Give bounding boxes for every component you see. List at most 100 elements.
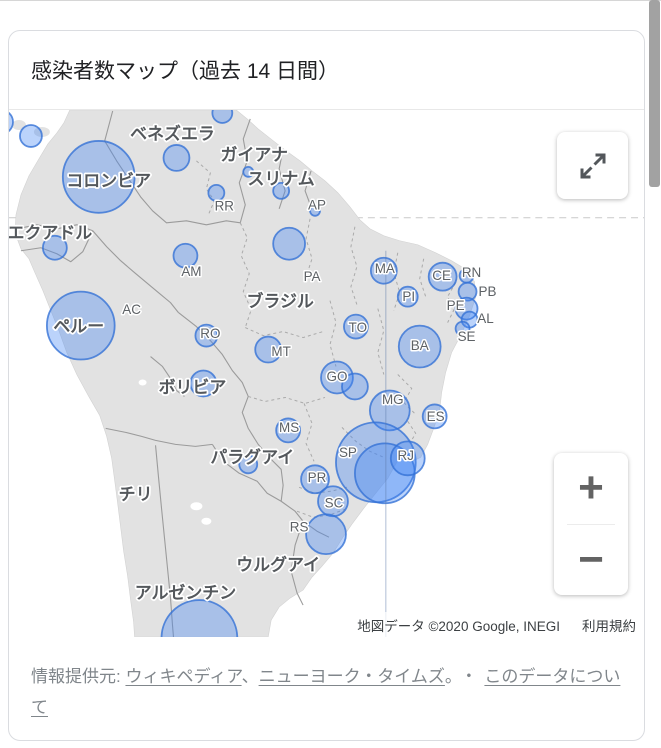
country-label: ブラジル [246,291,313,311]
infection-map-card: 感染者数マップ（過去 14 日間） [8,30,645,741]
state-label: MG [382,392,404,407]
state-label: SP [339,445,357,460]
infection-bubble [309,204,321,217]
infection-bubble [194,323,219,348]
state-label: RS [290,520,309,535]
dot-separator: ・ [460,667,478,686]
state-label: MT [271,344,290,359]
infection-bubble [272,226,306,261]
bubbles-group [9,110,479,637]
infection-bubble [172,242,199,269]
state-label: PE [447,298,465,313]
state-label: GO [327,369,348,384]
separator: 。 [444,667,454,686]
infection-bubble [162,144,191,172]
fullscreen-button[interactable] [557,132,628,199]
country-label: コロンビア [66,171,151,190]
page-top-divider [0,0,661,1]
state-label: RO [200,326,220,341]
infection-bubble [254,335,283,364]
nyt-link[interactable]: ニューヨーク・タイムズ [258,667,445,686]
zoom-in-button[interactable]: + [554,453,628,524]
lake [190,502,203,511]
country-label: アルゼンチン [135,583,236,603]
about-data-link[interactable]: このデータについて [31,667,621,717]
infection-bubble [9,111,14,133]
state-label: RJ [398,448,414,463]
lake [138,379,147,386]
terms-of-use-link[interactable]: 利用規約 [568,612,644,638]
card-title: 感染者数マップ（過去 14 日間） [31,60,340,83]
state-label: MS [279,420,299,435]
infection-bubble [396,285,419,308]
infection-bubble [272,181,291,200]
infection-bubble [341,372,369,401]
state-label: PA [304,269,321,284]
island [11,119,26,130]
country-label: ベネズエラ [130,123,215,143]
state-label: PI [402,289,415,304]
infection-bubble [41,234,68,261]
country-label: チリ [119,485,153,504]
island [86,116,99,125]
country-label: ペルー [53,317,104,336]
country-label: ガイアナ [221,145,288,164]
wikipedia-link[interactable]: ウィキペディア [125,667,242,686]
infection-bubble [454,320,471,337]
state-label: AC [122,302,141,317]
state-label: RN [462,265,481,280]
infection-bubble [369,256,398,285]
card-header: 感染者数マップ（過去 14 日間） [9,31,644,109]
infection-bubble [320,360,354,395]
state-label: PR [308,470,327,485]
state-label: RR [215,198,235,213]
state-label: MA [375,261,395,276]
landmass [14,110,476,637]
infection-bubble [160,599,239,637]
scrollbar-thumb[interactable] [649,0,660,187]
infection-bubble [207,183,226,202]
expand-arrows-icon [580,153,605,178]
state-label: AL [477,311,494,326]
country-label: スリナム [248,169,315,188]
infection-bubble [457,281,478,302]
map-canvas[interactable]: RR AP AM PA AC RO MT MA PI CE RN PB PE AL SE TO BA GO MG ES… [9,109,644,638]
state-label: SC [325,496,344,511]
zoom-divider [567,523,615,525]
state-label: TO [349,320,367,335]
country-label: パラグアイ [210,447,294,467]
infection-bubble [238,454,259,475]
map-data-attribution: 地図データ ©2020 Google, INEGI [349,612,568,638]
lake [201,517,212,525]
country-label: ボリビア [159,378,227,397]
infection-bubble [61,140,136,214]
infection-bubble [189,369,218,398]
infection-bubble [211,110,234,124]
country-label: ウルグアイ [236,555,320,575]
map-attribution-bar: 地図データ ©2020 Google, INEGI 利用規約 [9,612,644,638]
infection-bubble [343,313,369,340]
page-scrollbar[interactable] [648,0,661,748]
infection-bubble [300,464,330,495]
infection-bubble [19,124,43,148]
infection-bubble [305,513,347,556]
card-footer: 情報提供元: ウィキペディア、ニューヨーク・タイムズ。・このデータについて [9,637,644,723]
infection-bubble [427,261,458,292]
infection-bubble [397,324,442,369]
sources-prefix: 情報提供元: [31,667,126,686]
infection-bubble [389,440,426,477]
infection-bubble [45,290,116,361]
state-label: CE [432,268,451,283]
state-label: ES [427,409,445,424]
zoom-out-button[interactable]: − [554,525,628,596]
country-borders [16,110,330,637]
infection-bubble [275,417,301,444]
separator: 、 [241,667,259,686]
country-label: エクアドル [9,223,92,242]
infection-bubble [454,296,479,321]
zoom-control: + − [554,453,628,595]
infection-bubble [421,403,448,430]
state-label: BA [411,338,429,353]
